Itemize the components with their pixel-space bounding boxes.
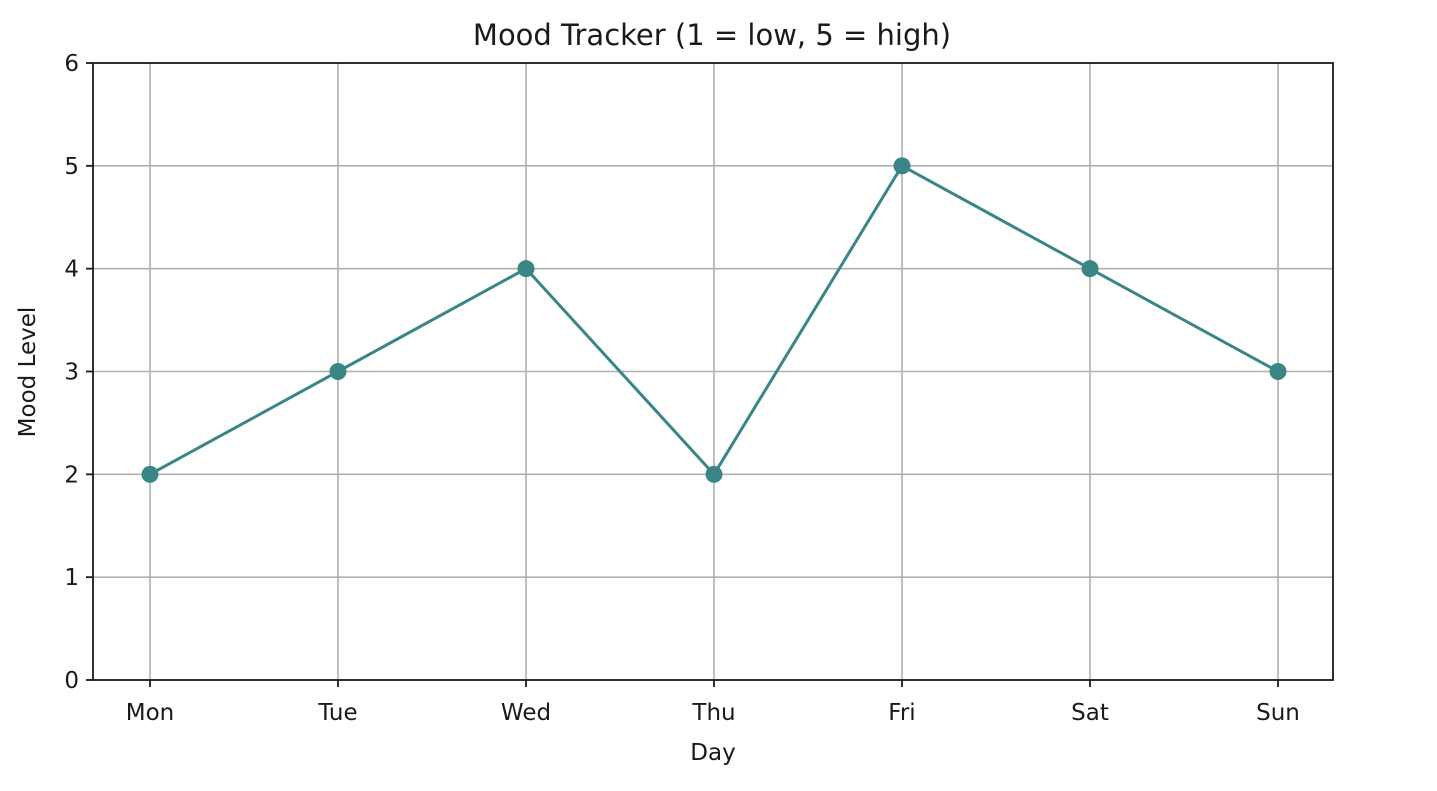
x-tick-label: Mon [126,700,175,726]
x-tick-label: Wed [501,700,551,726]
x-tick-label: Fri [888,700,915,726]
y-tick-label: 4 [64,257,79,283]
y-tick-label: 2 [64,462,79,488]
y-tick-label: 0 [64,668,79,694]
data-point-fri [893,157,911,175]
chart-title: Mood Tracker (1 = low, 5 = high) [473,18,951,52]
y-tick-label: 5 [64,154,79,180]
data-point-sun [1269,363,1287,380]
x-tick-label: Thu [691,700,735,726]
y-tick-label: 1 [64,565,79,591]
x-axis-ticks: Mon Tue Wed Thu Fri Sat Sun [126,680,1300,726]
data-point-mon [141,465,159,483]
x-tick-label: Sat [1071,700,1109,726]
grid [93,63,1333,680]
x-tick-label: Tue [317,700,357,726]
x-tick-label: Sun [1256,700,1300,726]
data-points [141,157,1287,483]
data-point-tue [329,363,347,380]
y-tick-label: 3 [64,360,79,386]
data-point-sat [1081,260,1099,278]
data-point-wed [517,260,535,278]
x-axis-label: Day [690,740,735,766]
y-axis-label: Mood Level [15,307,41,438]
y-tick-label: 6 [64,51,79,77]
y-axis-ticks: 0 1 2 3 4 5 6 [64,51,93,694]
data-point-thu [705,465,723,483]
